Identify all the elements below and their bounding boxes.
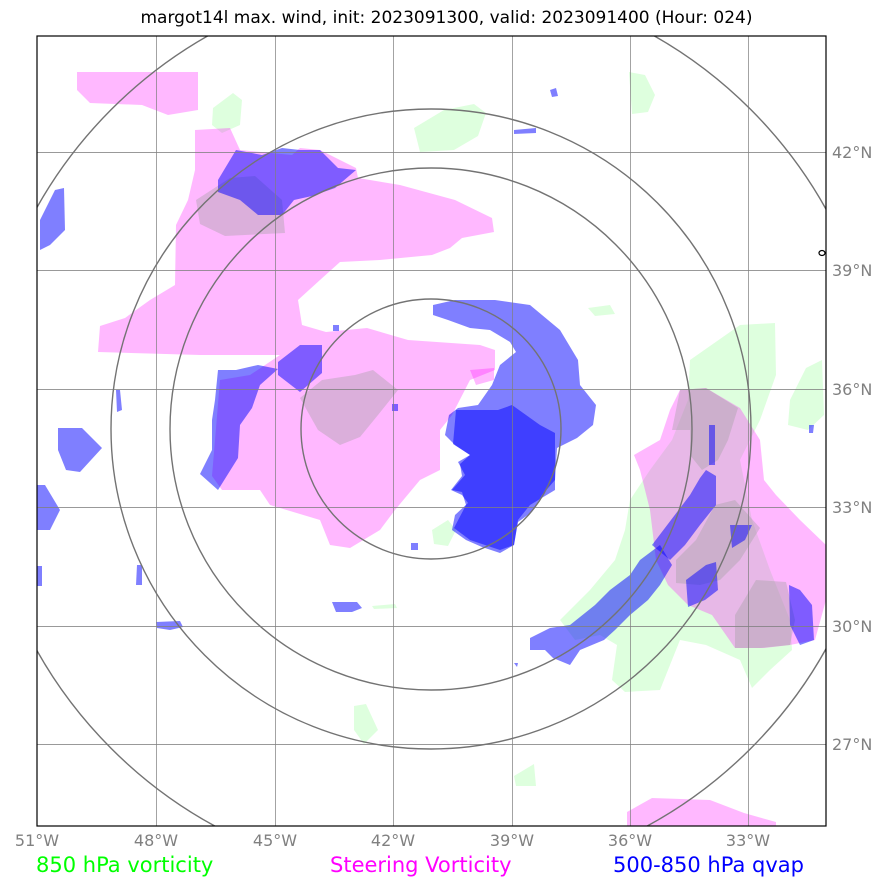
map-gridlines	[37, 36, 826, 826]
lon-tick: 45°W	[253, 831, 297, 850]
legend-850-vorticity: 850 hPa vorticity	[36, 853, 214, 877]
overlap-layer	[196, 176, 795, 648]
lat-tick: 33°N	[832, 498, 872, 517]
distance-ring-1	[300, 298, 562, 560]
map-frame	[36, 35, 827, 827]
distance-ring-2	[169, 167, 693, 691]
legend-steering-vorticity: Steering Vorticity	[330, 853, 512, 877]
lat-tick: 39°N	[832, 261, 872, 280]
lon-tick: 33°W	[726, 831, 770, 850]
lon-tick: 36°W	[608, 831, 652, 850]
lat-tick: 27°N	[832, 735, 872, 754]
lon-tick: 39°W	[490, 831, 534, 850]
legend-qvap: 500-850 hPa qvap	[613, 853, 804, 877]
lon-tick: 42°W	[371, 831, 415, 850]
lat-tick: 30°N	[832, 617, 872, 636]
lat-tick-labels: 42°N 39°N 36°N 33°N 30°N 27°N	[832, 143, 872, 754]
qvap-layer	[37, 88, 814, 667]
lon-tick-labels: 51°W 48°W 45°W 42°W 39°W 36°W 33°W	[15, 831, 770, 850]
lon-tick: 51°W	[15, 831, 59, 850]
distance-rings	[37, 36, 826, 826]
lat-tick: 42°N	[832, 143, 872, 162]
distance-ring-3	[110, 108, 752, 750]
lon-tick: 48°W	[134, 831, 178, 850]
map-title: margot14l max. wind, init: 2023091300, v…	[140, 8, 753, 28]
lat-tick: 36°N	[832, 380, 872, 399]
island-outline	[818, 249, 826, 257]
steering-vorticity-layer	[77, 72, 826, 826]
